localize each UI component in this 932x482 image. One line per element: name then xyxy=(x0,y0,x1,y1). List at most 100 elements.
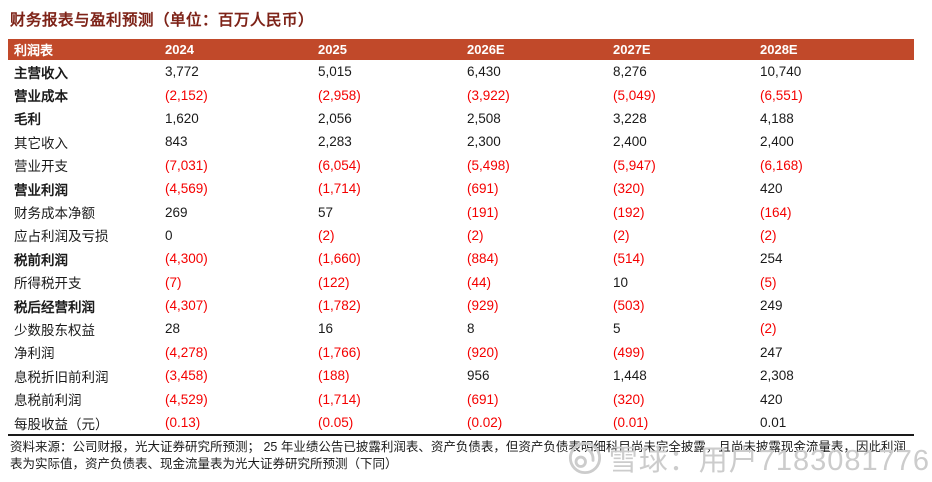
cell-value: (44) xyxy=(467,274,492,290)
table-row: 财务成本净额 269 57 (191) (192) (164) xyxy=(8,200,914,223)
cell-value: (6,551) xyxy=(760,87,803,103)
cell-value: (0.02) xyxy=(467,415,503,431)
cell-value: (3,458) xyxy=(165,368,208,384)
table-row: 所得税开支 (7) (122) (44) 10 (5) xyxy=(8,271,914,294)
table-row: 税后经营利润 (4,307) (1,782) (929) (503) 249 xyxy=(8,294,914,317)
cell-value: (1,714) xyxy=(318,181,361,197)
cell-value: 10,740 xyxy=(760,64,802,80)
cell-value: 57 xyxy=(318,204,334,220)
cell-value: 6,430 xyxy=(467,64,501,80)
cell-value: 8,276 xyxy=(613,64,647,80)
cell-value: (192) xyxy=(613,204,645,220)
column-header-year: 2027E xyxy=(607,39,754,60)
cell-value: 2,300 xyxy=(467,134,501,150)
cell-value: (2,152) xyxy=(165,87,208,103)
cell-value: (7) xyxy=(165,274,182,290)
cell-value: (0.01) xyxy=(613,415,649,431)
cell-value: (4,529) xyxy=(165,391,208,407)
cell-value: (884) xyxy=(467,251,499,267)
cell-value: (5,049) xyxy=(613,87,656,103)
cell-value: 28 xyxy=(165,321,181,337)
income-statement-table: 利润表 2024 2025 2026E 2027E 2028E 主营收入 3,772 5,01… xyxy=(8,39,914,437)
cell-value: 16 xyxy=(318,321,334,337)
cell-value: 10 xyxy=(613,274,629,290)
cell-value: (191) xyxy=(467,204,499,220)
cell-value: (5,498) xyxy=(467,157,510,173)
table-row: 息税前利润 (4,529) (1,714) (691) (320) 420 xyxy=(8,387,914,410)
table-body: 主营收入 3,772 5,015 6,430 8,276 10,740 营业成本 (2,152… xyxy=(8,60,914,435)
table-row: 净利润 (4,278) (1,766) (920) (499) 247 xyxy=(8,341,914,364)
cell-value: (320) xyxy=(613,391,645,407)
row-label: 营业成本 xyxy=(14,89,68,105)
cell-value: 2,308 xyxy=(760,368,794,384)
cell-value: (188) xyxy=(318,368,350,384)
cell-value: (503) xyxy=(613,298,645,314)
table-row: 营业利润 (4,569) (1,714) (691) (320) 420 xyxy=(8,177,914,200)
table-row: 应占利润及亏损 0 (2) (2) (2) (2) xyxy=(8,224,914,247)
table-row: 少数股东权益 28 16 8 5 (2) xyxy=(8,317,914,340)
table-row: 营业开支 (7,031) (6,054) (5,498) (5,947) (6,168) xyxy=(8,154,914,177)
cell-value: 2,400 xyxy=(613,134,647,150)
table-row: 每股收益（元） (0.13) (0.05) (0.02) (0.01) 0.01 xyxy=(8,411,914,435)
cell-value: 269 xyxy=(165,204,188,220)
cell-value: 3,228 xyxy=(613,110,647,126)
cell-value: (4,569) xyxy=(165,181,208,197)
cell-value: (2) xyxy=(318,227,335,243)
table-row: 毛利 1,620 2,056 2,508 3,228 4,188 xyxy=(8,107,914,130)
column-header-year: 2028E xyxy=(754,39,914,60)
row-label: 息税折旧前利润 xyxy=(14,369,109,385)
row-label: 应占利润及亏损 xyxy=(14,229,109,245)
cell-value: 5 xyxy=(613,321,621,337)
cell-value: 0.01 xyxy=(760,415,787,431)
cell-value: 420 xyxy=(760,391,783,407)
cell-value: (7,031) xyxy=(165,157,208,173)
cell-value: 2,400 xyxy=(760,134,794,150)
column-header-year: 2024 xyxy=(159,39,312,60)
row-label: 每股收益（元） xyxy=(14,416,109,432)
cell-value: (0.13) xyxy=(165,415,201,431)
cell-value: (1,782) xyxy=(318,298,361,314)
row-label: 净利润 xyxy=(14,346,55,362)
xueqiu-snowball-logo-icon xyxy=(568,441,602,475)
cell-value: (5) xyxy=(760,274,777,290)
row-label: 税后经营利润 xyxy=(14,299,95,315)
watermark-text: 雪球：用户7183081776 xyxy=(608,445,930,477)
cell-value: (4,307) xyxy=(165,298,208,314)
cell-value: (320) xyxy=(613,181,645,197)
cell-value: (1,660) xyxy=(318,251,361,267)
table-row: 其它收入 843 2,283 2,300 2,400 2,400 xyxy=(8,130,914,153)
row-label: 毛利 xyxy=(14,112,41,128)
cell-value: (691) xyxy=(467,391,499,407)
cell-value: (6,168) xyxy=(760,157,803,173)
cell-value: (5,947) xyxy=(613,157,656,173)
cell-value: (4,300) xyxy=(165,251,208,267)
row-label: 税前利润 xyxy=(14,252,68,268)
cell-value: 2,508 xyxy=(467,110,501,126)
table-row: 主营收入 3,772 5,015 6,430 8,276 10,740 xyxy=(8,60,914,83)
cell-value: 420 xyxy=(760,181,783,197)
page-title: 财务报表与盈利预测（单位：百万人民币） xyxy=(10,12,315,29)
cell-value: 843 xyxy=(165,134,188,150)
cell-value: 1,620 xyxy=(165,110,199,126)
cell-value: (4,278) xyxy=(165,344,208,360)
cell-value: (499) xyxy=(613,344,645,360)
cell-value: (164) xyxy=(760,204,792,220)
row-label: 财务成本净额 xyxy=(14,206,95,222)
cell-value: (514) xyxy=(613,251,645,267)
cell-value: 956 xyxy=(467,368,490,384)
row-label: 所得税开支 xyxy=(14,276,82,292)
table-row: 营业成本 (2,152) (2,958) (3,922) (5,049) (6,551) xyxy=(8,83,914,106)
table-row: 税前利润 (4,300) (1,660) (884) (514) 254 xyxy=(8,247,914,270)
cell-value: 2,283 xyxy=(318,134,352,150)
cell-value: (2,958) xyxy=(318,87,361,103)
cell-value: (2) xyxy=(760,321,777,337)
cell-value: (2) xyxy=(760,227,777,243)
cell-value: 3,772 xyxy=(165,64,199,80)
cell-value: (920) xyxy=(467,344,499,360)
cell-value: (6,054) xyxy=(318,157,361,173)
row-label: 息税前利润 xyxy=(14,393,82,409)
row-label: 营业利润 xyxy=(14,182,68,198)
row-label: 少数股东权益 xyxy=(14,322,95,338)
column-header-statement: 利润表 xyxy=(8,39,159,60)
